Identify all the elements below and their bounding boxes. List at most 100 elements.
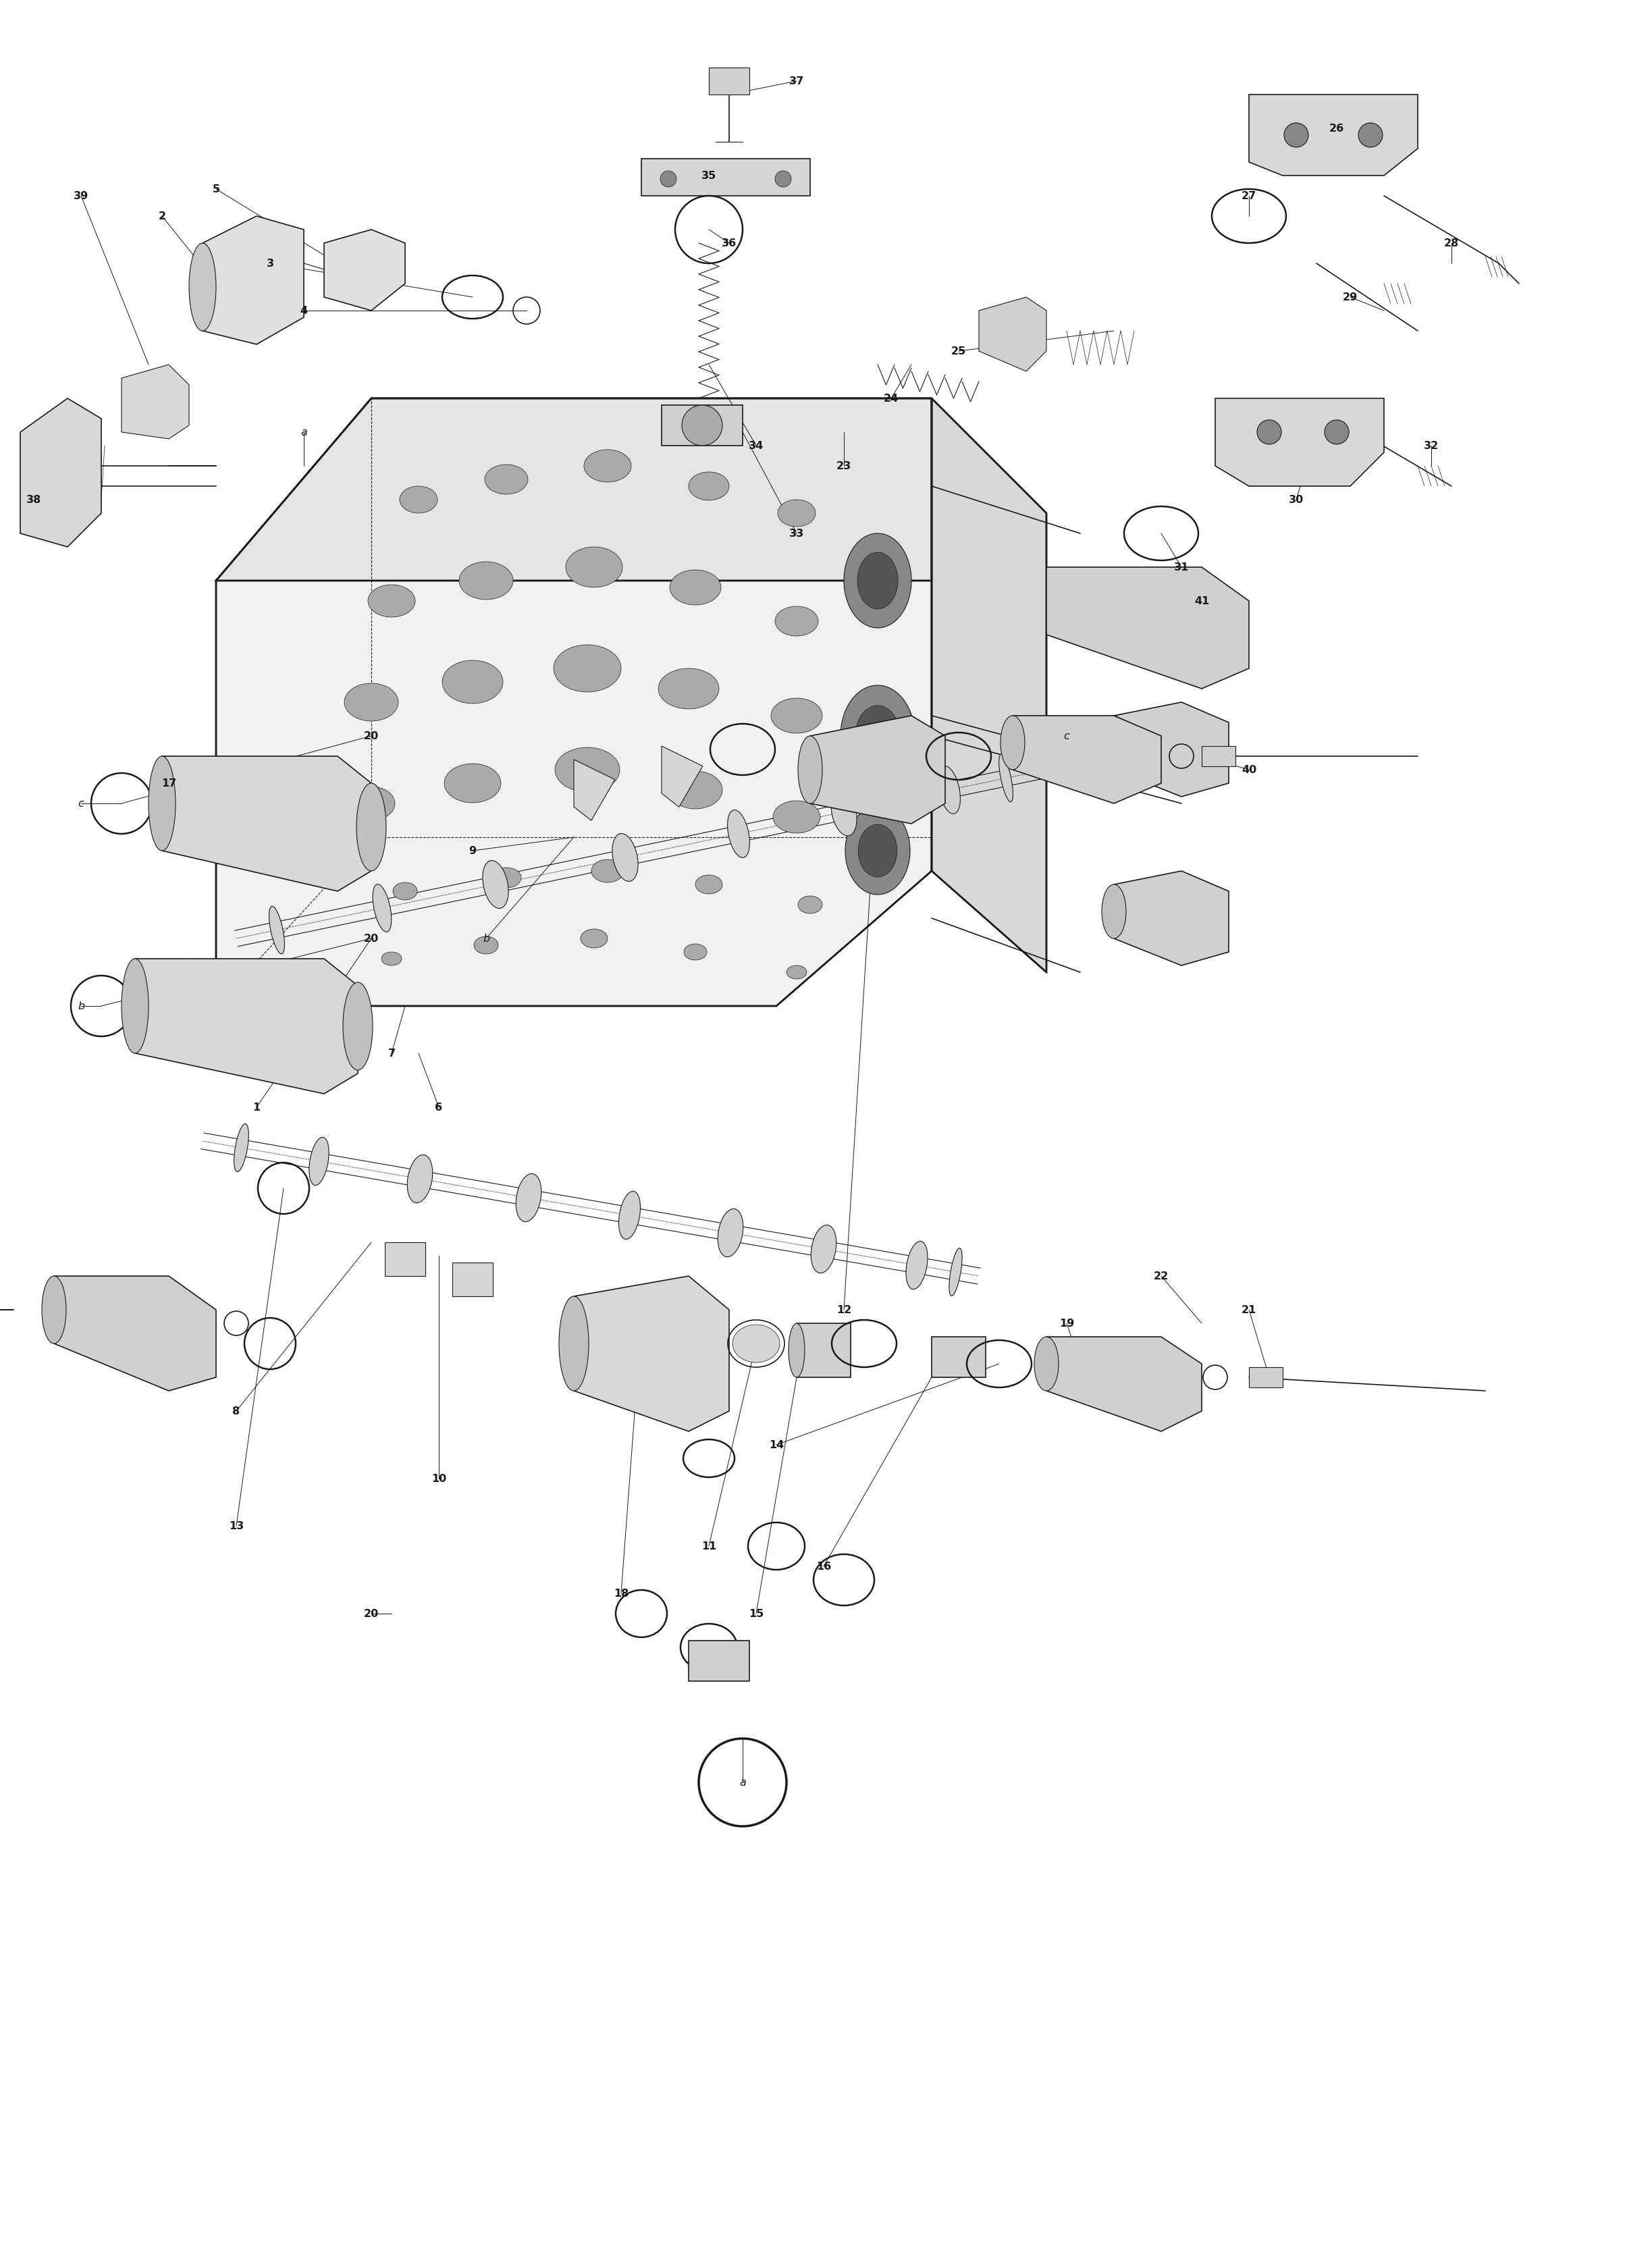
Ellipse shape (565, 548, 623, 589)
Bar (932, 1337, 986, 1378)
Ellipse shape (732, 1326, 780, 1362)
Ellipse shape (669, 571, 720, 604)
Text: 2: 2 (159, 212, 165, 221)
Ellipse shape (1034, 1337, 1059, 1391)
Ellipse shape (613, 834, 638, 882)
Text: 14: 14 (768, 1441, 785, 1450)
Ellipse shape (773, 801, 821, 834)
Text: 30: 30 (1289, 496, 1303, 505)
Ellipse shape (811, 1224, 836, 1274)
Text: 40: 40 (1241, 764, 1257, 776)
Text: 31: 31 (1175, 561, 1189, 573)
Text: 15: 15 (748, 1608, 763, 1619)
Ellipse shape (771, 699, 823, 733)
Text: 7: 7 (388, 1049, 395, 1058)
Ellipse shape (719, 1209, 743, 1256)
Ellipse shape (269, 907, 284, 954)
Text: 35: 35 (702, 171, 717, 180)
Ellipse shape (41, 1276, 66, 1344)
Ellipse shape (373, 884, 392, 931)
Ellipse shape (1284, 124, 1308, 149)
Text: 24: 24 (884, 395, 899, 404)
Text: 23: 23 (836, 462, 851, 471)
Ellipse shape (492, 868, 520, 888)
Text: 38: 38 (26, 496, 41, 505)
Text: 37: 37 (790, 77, 805, 86)
Ellipse shape (999, 755, 1013, 803)
Polygon shape (573, 760, 615, 821)
Text: 16: 16 (816, 1560, 831, 1572)
Ellipse shape (1358, 124, 1383, 149)
Polygon shape (162, 758, 372, 891)
Text: 4: 4 (301, 307, 307, 316)
Ellipse shape (443, 661, 502, 704)
Ellipse shape (682, 406, 722, 446)
Ellipse shape (786, 965, 806, 979)
Ellipse shape (856, 706, 900, 767)
Ellipse shape (1102, 884, 1127, 938)
Polygon shape (20, 399, 101, 548)
Ellipse shape (798, 737, 823, 803)
Text: 39: 39 (73, 192, 89, 201)
Text: 32: 32 (1424, 442, 1439, 451)
Ellipse shape (657, 670, 719, 710)
Text: 20: 20 (363, 731, 378, 742)
Bar (453, 1263, 492, 1297)
Bar (689, 1642, 750, 1682)
Bar (709, 68, 750, 95)
Bar (385, 1243, 425, 1276)
Text: 1: 1 (253, 1103, 261, 1112)
Ellipse shape (580, 929, 608, 949)
Ellipse shape (775, 607, 818, 636)
Text: 19: 19 (1059, 1319, 1074, 1328)
Text: 20: 20 (363, 1608, 378, 1619)
Ellipse shape (188, 244, 216, 331)
Text: 8: 8 (233, 1407, 240, 1416)
Text: 17: 17 (162, 778, 177, 789)
Ellipse shape (1257, 419, 1282, 444)
Ellipse shape (788, 1324, 805, 1378)
Text: 28: 28 (1444, 239, 1459, 248)
Ellipse shape (857, 552, 899, 609)
Bar (796, 1324, 851, 1378)
Ellipse shape (950, 1249, 961, 1297)
Ellipse shape (831, 789, 857, 837)
Text: 9: 9 (469, 846, 476, 857)
Text: 21: 21 (1241, 1306, 1257, 1315)
Ellipse shape (382, 952, 401, 965)
Text: 6: 6 (434, 1103, 443, 1112)
Ellipse shape (444, 764, 501, 803)
Ellipse shape (459, 561, 514, 600)
Ellipse shape (235, 1125, 249, 1173)
Polygon shape (216, 399, 932, 582)
Ellipse shape (938, 767, 960, 814)
Polygon shape (324, 230, 405, 311)
Polygon shape (809, 717, 945, 823)
Text: 11: 11 (702, 1540, 717, 1551)
Ellipse shape (620, 1191, 641, 1240)
Polygon shape (1216, 399, 1384, 487)
Polygon shape (1013, 717, 1161, 803)
Text: 12: 12 (836, 1306, 851, 1315)
Ellipse shape (841, 686, 915, 787)
Polygon shape (55, 1276, 216, 1391)
Ellipse shape (684, 945, 707, 961)
Ellipse shape (591, 859, 624, 882)
Ellipse shape (393, 882, 418, 900)
Text: a: a (740, 1777, 747, 1788)
Ellipse shape (846, 807, 910, 895)
Bar (1249, 1367, 1282, 1387)
Ellipse shape (583, 451, 631, 483)
Ellipse shape (344, 983, 373, 1071)
Polygon shape (1046, 1337, 1201, 1432)
Ellipse shape (558, 1297, 588, 1391)
Ellipse shape (857, 825, 897, 877)
Text: b: b (78, 1001, 84, 1012)
Ellipse shape (778, 501, 816, 528)
Ellipse shape (689, 474, 729, 501)
Ellipse shape (669, 771, 722, 810)
Bar (1201, 746, 1236, 767)
Text: 3: 3 (266, 259, 274, 268)
Polygon shape (135, 958, 358, 1094)
Text: 34: 34 (748, 442, 763, 451)
